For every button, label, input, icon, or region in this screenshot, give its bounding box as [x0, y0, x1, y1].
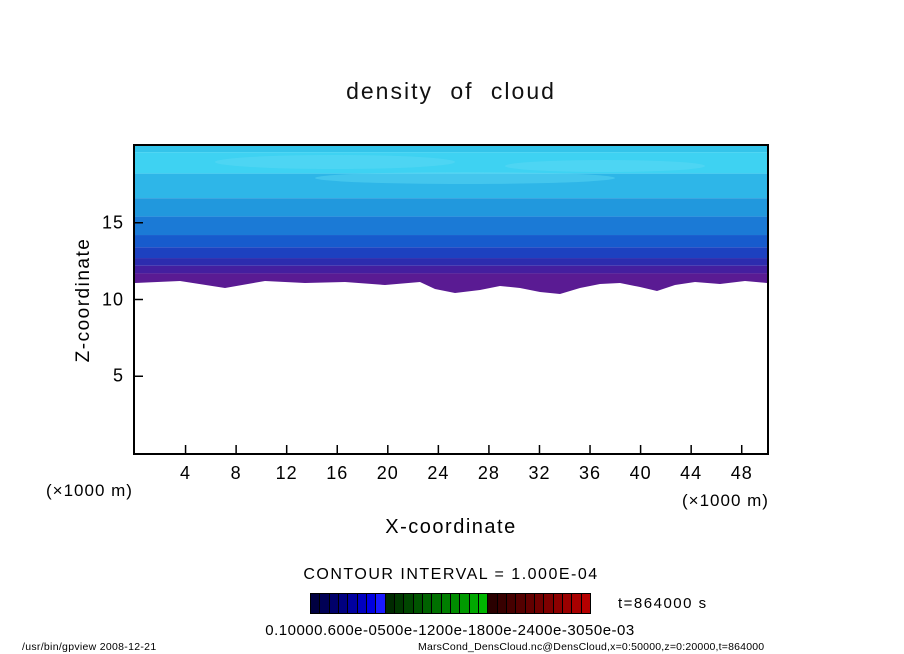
x-tick-label: 8	[230, 463, 242, 483]
footer-program-and-date: /usr/bin/gpview 2008-12-21	[22, 641, 157, 653]
contour-interval-label: CONTOUR INTERVAL = 1.000E-04	[303, 566, 599, 583]
colorbar-segment	[432, 594, 442, 613]
y-tick-label: 15	[101, 212, 124, 233]
colorbar-segment	[376, 594, 386, 613]
colorbar-segment	[348, 594, 358, 613]
colorbar-segment	[581, 594, 590, 613]
contour-band	[135, 247, 767, 259]
plot-title: density of cloud	[346, 78, 556, 104]
plot-frame	[133, 144, 769, 455]
colorbar-segment	[329, 594, 339, 613]
cloud-highlight-patch	[315, 172, 615, 184]
cloud-highlight-patch	[215, 155, 455, 169]
colorbar-segment	[404, 594, 414, 613]
x-tick-label: 20	[376, 463, 399, 483]
x-axis-units-left: (×1000 m)	[46, 481, 133, 500]
x-tick-label: 28	[477, 463, 500, 483]
colorbar	[310, 593, 591, 614]
contour-band	[135, 152, 767, 174]
colorbar-segment	[394, 594, 405, 613]
cloud-highlight-patch	[505, 160, 705, 172]
x-axis-tick-labels: 4 8 12 16 20 24 28 32 36 40 44 48	[135, 463, 767, 485]
x-tick-label: 40	[629, 463, 652, 483]
colorbar-segment	[553, 594, 563, 613]
colorbar-segment	[497, 594, 507, 613]
x-axis-units-right: (×1000 m)	[682, 491, 769, 510]
colorbar-segment	[469, 594, 479, 613]
colorbar-segment	[506, 594, 517, 613]
colorbar-segment	[488, 594, 498, 613]
colorbar-segment	[534, 594, 545, 613]
cloud-base-band	[135, 273, 767, 294]
colorbar-segment	[450, 594, 461, 613]
time-label: t=864000 s	[618, 595, 708, 612]
x-tick-label: 36	[579, 463, 602, 483]
x-tick-label: 4	[180, 463, 192, 483]
contour-band	[135, 235, 767, 248]
colorbar-segment	[478, 594, 489, 613]
colorbar-segment	[366, 594, 377, 613]
y-tick-label: 10	[101, 289, 124, 309]
contour-band	[135, 146, 767, 153]
y-axis-tick-labels: 5 10 15	[88, 146, 124, 453]
colorbar-tick-labels: 0.10000.600e-0500e-1200e-1800e-2400e-305…	[265, 622, 635, 639]
x-tick-label: 12	[275, 463, 298, 483]
colorbar-segment	[357, 594, 367, 613]
x-axis-label: X-coordinate	[385, 516, 517, 538]
colorbar-segment	[441, 594, 451, 613]
cloud-field	[135, 146, 767, 453]
x-tick-label: 48	[730, 463, 753, 483]
contour-band	[135, 173, 767, 199]
colorbar-segment	[525, 594, 535, 613]
contour-band	[135, 258, 767, 266]
colorbar-segment	[544, 594, 554, 613]
x-tick-label: 24	[427, 463, 450, 483]
colorbar-segment	[385, 594, 395, 613]
x-tick-label: 44	[680, 463, 703, 483]
x-tick-label: 32	[528, 463, 551, 483]
colorbar-segment	[562, 594, 573, 613]
colorbar-segment	[516, 594, 526, 613]
y-axis-label: Z-coordinate	[73, 237, 94, 363]
contour-band	[135, 216, 767, 236]
contour-band	[135, 198, 767, 217]
colorbar-segment	[572, 594, 582, 613]
x-tick-label: 16	[326, 463, 349, 483]
colorbar-segment	[460, 594, 470, 613]
colorbar-segment	[413, 594, 423, 613]
footer-source-info: MarsCond_DensCloud.nc@DensCloud,x=0:5000…	[418, 641, 765, 653]
y-tick-label: 5	[112, 365, 124, 386]
colorbar-segment	[320, 594, 330, 613]
colorbar-segment	[338, 594, 349, 613]
colorbar-segment	[311, 594, 321, 613]
colorbar-segment	[422, 594, 433, 613]
contour-band	[135, 265, 767, 274]
